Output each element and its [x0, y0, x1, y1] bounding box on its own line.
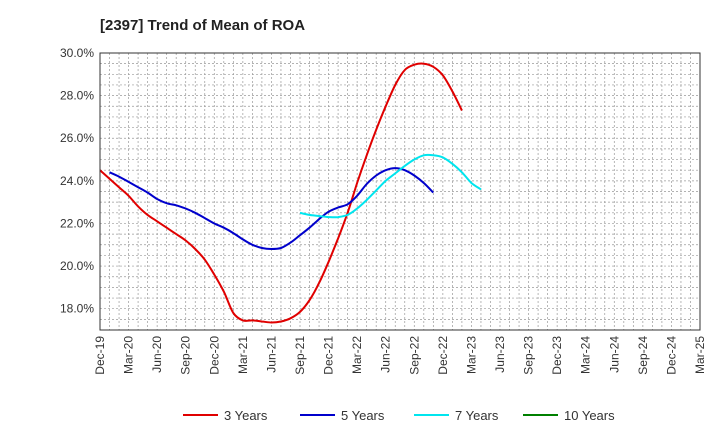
x-tick-label: Sep-22 [407, 336, 421, 375]
x-tick-label: Sep-23 [522, 336, 536, 375]
y-axis: 18.0% 20.0% 22.0% 24.0% 26.0% 28.0% 30.0% [60, 46, 94, 316]
x-tick-label: Dec-24 [664, 336, 678, 375]
y-tick-label: 24.0% [60, 174, 94, 188]
legend-label-5-years: 5 Years [341, 408, 385, 423]
x-tick-label: Jun-20 [150, 336, 164, 373]
x-tick-label: Sep-20 [179, 336, 193, 375]
x-tick-label: Jun-24 [607, 336, 621, 373]
x-tick-label: Dec-21 [322, 336, 336, 375]
gridlines [99, 52, 701, 331]
series-line-5-years [109, 167, 435, 250]
y-tick-label: 26.0% [60, 131, 94, 145]
x-tick-label: Mar-20 [122, 336, 136, 374]
legend-label-10-years: 10 Years [564, 408, 615, 423]
x-tick-label: Jun-21 [264, 336, 278, 373]
x-tick-label: Sep-24 [636, 336, 650, 375]
y-tick-label: 20.0% [60, 259, 94, 273]
series-lines [99, 62, 482, 324]
y-tick-label: 28.0% [60, 89, 94, 103]
series-line-3-years [99, 62, 463, 324]
x-tick-label: Jun-23 [493, 336, 507, 373]
legend-label-3-years: 3 Years [224, 408, 268, 423]
x-tick-label: Mar-23 [464, 336, 478, 374]
series-line-7-years [299, 153, 482, 219]
x-tick-label: Dec-23 [550, 336, 564, 375]
x-tick-label: Mar-21 [236, 336, 250, 374]
chart-title: [2397] Trend of Mean of ROA [100, 17, 305, 34]
x-tick-label: Dec-20 [207, 336, 221, 375]
x-axis: Dec-19 Mar-20 Jun-20 Sep-20 Dec-20 Mar-21 Jun-… [93, 336, 707, 375]
x-tick-label: Dec-19 [93, 336, 107, 375]
x-tick-label: Dec-22 [436, 336, 450, 375]
x-tick-label: Mar-24 [579, 336, 593, 374]
x-tick-label: Mar-22 [350, 336, 364, 374]
y-tick-label: 22.0% [60, 216, 94, 230]
x-tick-label: Mar-25 [693, 336, 707, 374]
y-tick-label: 30.0% [60, 46, 94, 60]
plot-area [99, 52, 701, 331]
x-tick-label: Sep-21 [293, 336, 307, 375]
y-tick-label: 18.0% [60, 302, 94, 316]
x-tick-label: Jun-22 [379, 336, 393, 373]
legend: 3 Years 5 Years 7 Years 10 Years [183, 408, 615, 423]
legend-label-7-years: 7 Years [455, 408, 499, 423]
